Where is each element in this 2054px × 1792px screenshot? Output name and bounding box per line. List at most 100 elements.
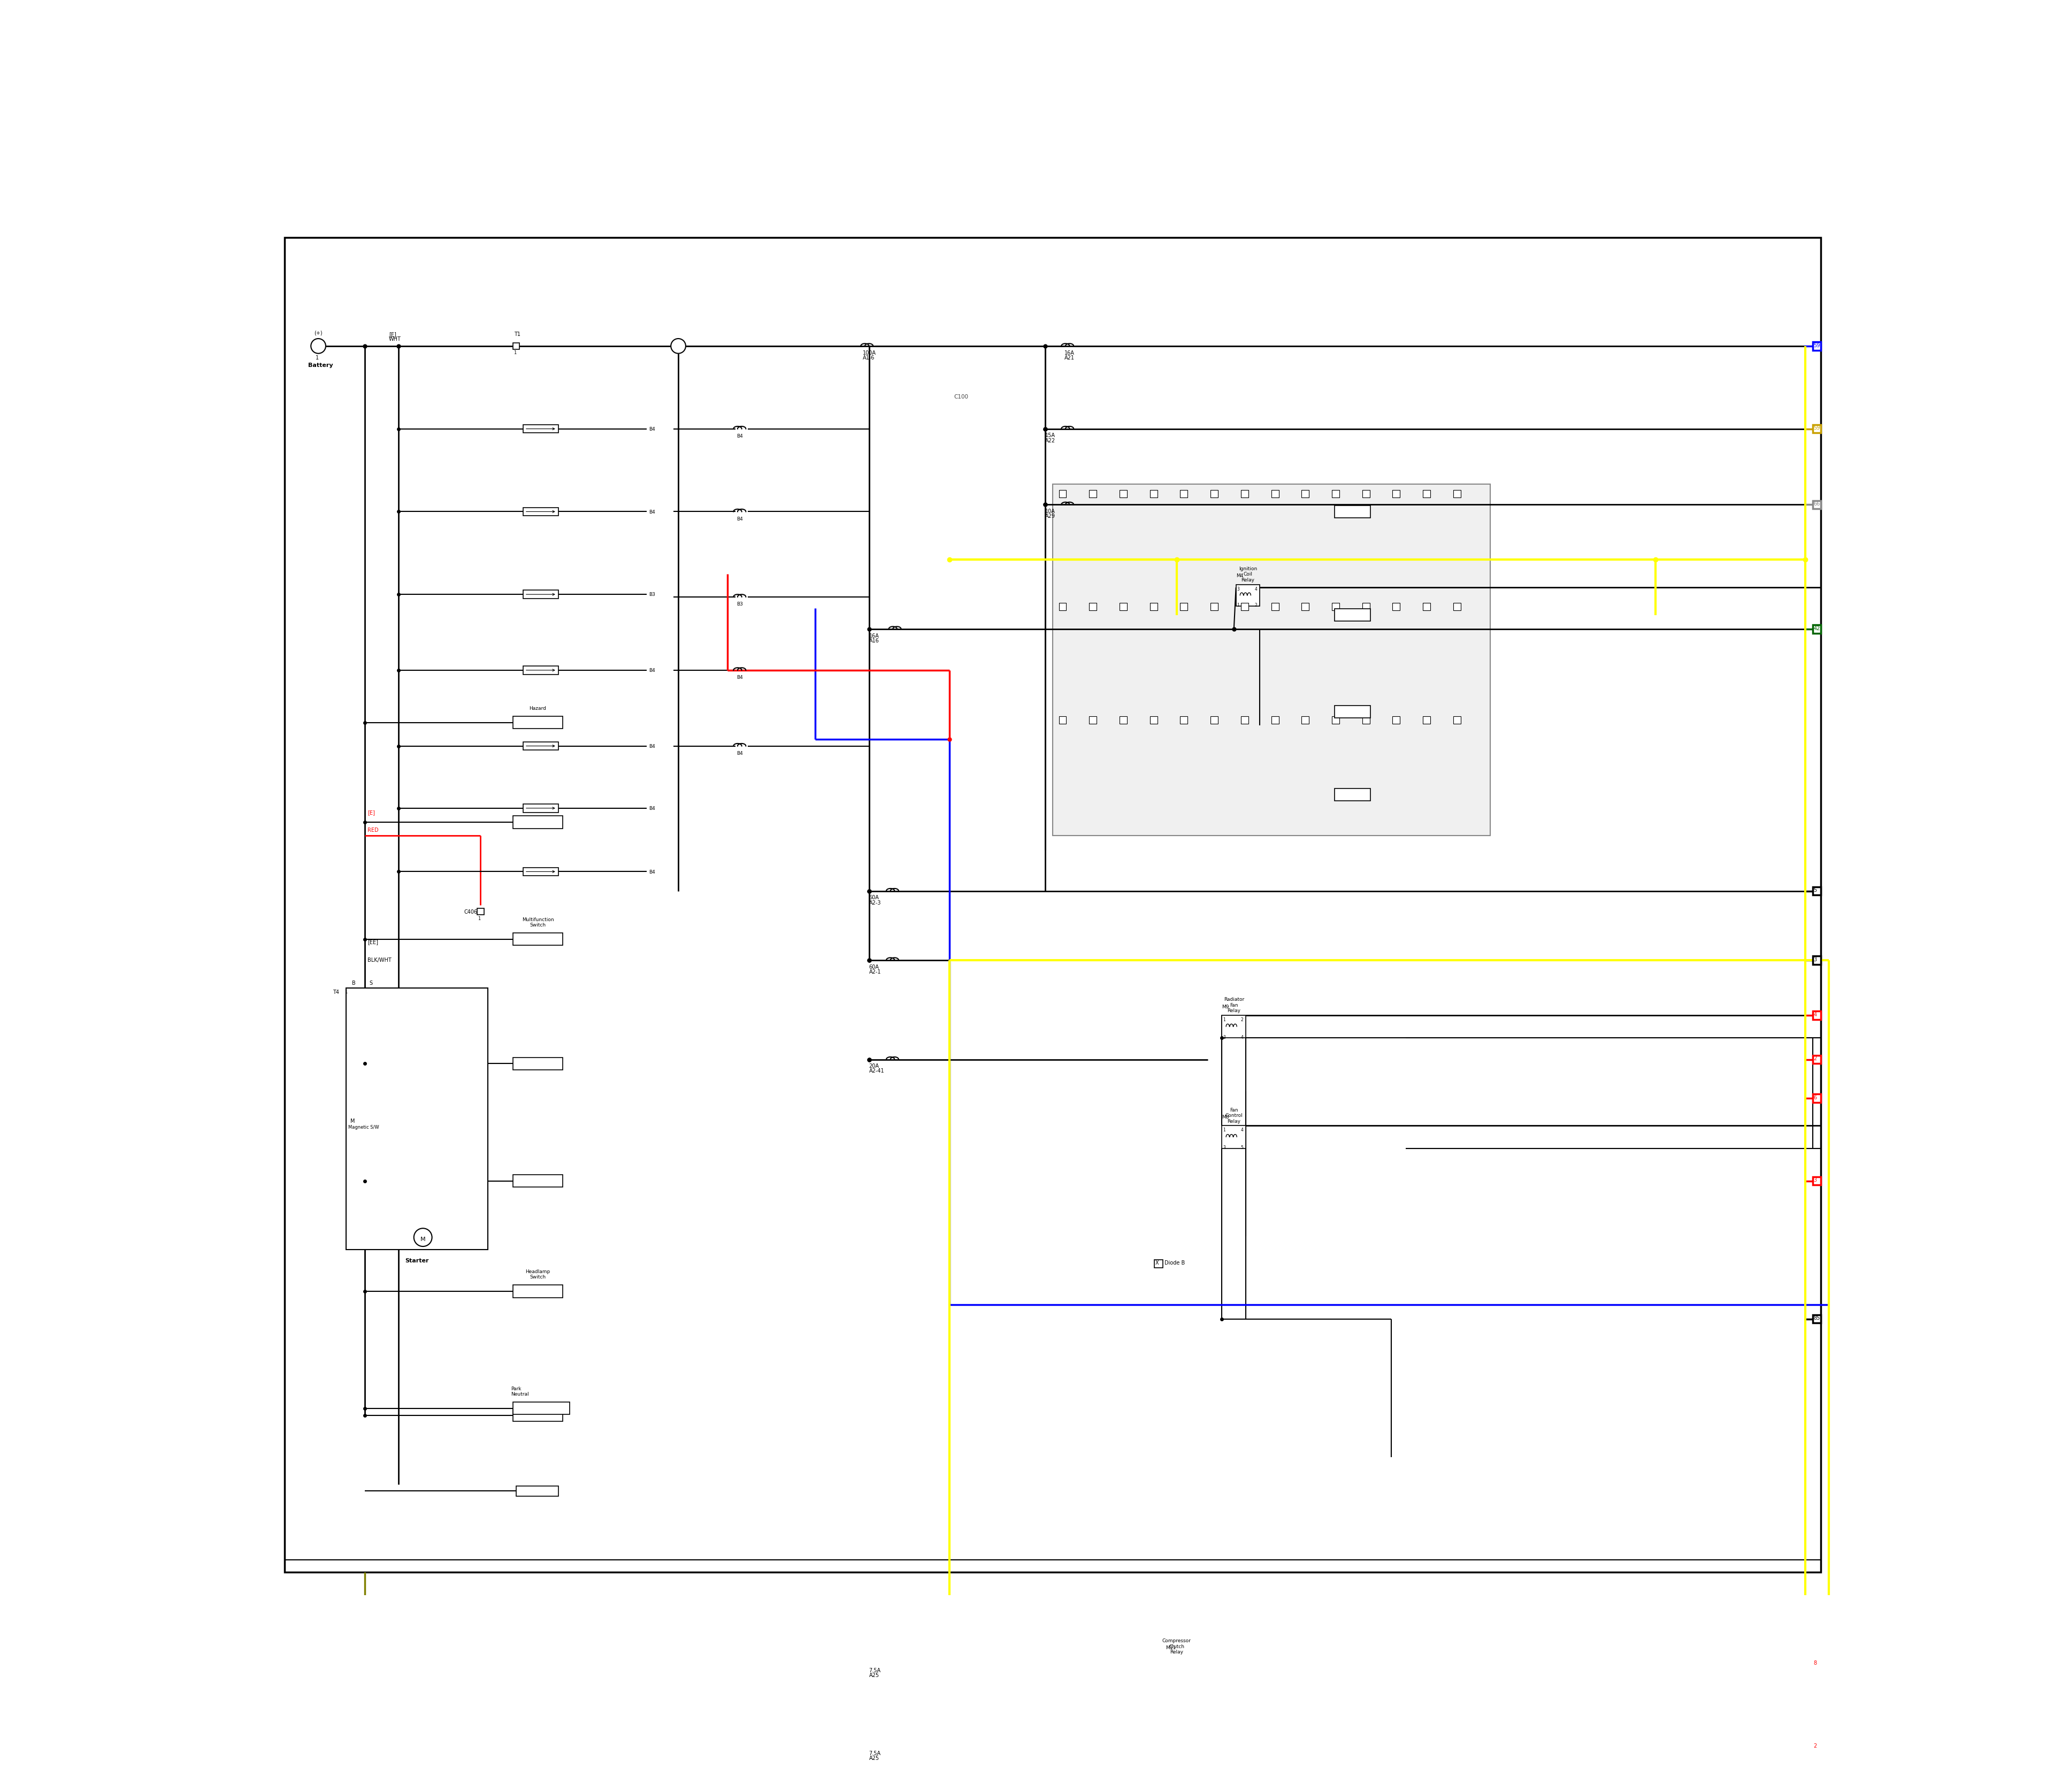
Text: 7.5A: 7.5A bbox=[869, 1668, 881, 1674]
Text: B4: B4 bbox=[649, 744, 655, 749]
Text: A2-1: A2-1 bbox=[869, 969, 881, 975]
Text: Starter: Starter bbox=[405, 1258, 429, 1263]
Bar bbox=[1210, 717, 1218, 724]
Bar bbox=[1119, 491, 1128, 498]
Text: B4: B4 bbox=[649, 509, 655, 514]
Bar bbox=[1423, 491, 1430, 498]
Text: 1: 1 bbox=[345, 989, 347, 995]
Text: A29: A29 bbox=[1045, 514, 1056, 520]
Text: Park
Neutral: Park Neutral bbox=[511, 1387, 530, 1396]
Bar bbox=[1302, 717, 1308, 724]
Text: 42: 42 bbox=[1814, 625, 1820, 631]
Bar bbox=[1271, 717, 1280, 724]
Bar bbox=[1271, 604, 1280, 611]
Text: 1: 1 bbox=[316, 355, 318, 360]
Bar bbox=[514, 1409, 563, 1421]
Text: 4: 4 bbox=[1814, 1012, 1816, 1018]
Bar bbox=[516, 1762, 559, 1772]
Text: 5: 5 bbox=[1814, 887, 1816, 892]
Bar bbox=[1362, 717, 1370, 724]
Bar bbox=[1335, 505, 1370, 518]
Text: 3: 3 bbox=[1814, 1177, 1816, 1183]
Text: A25: A25 bbox=[869, 1756, 879, 1762]
Text: (+): (+) bbox=[314, 330, 322, 335]
Text: 2: 2 bbox=[1814, 1055, 1816, 1061]
Bar bbox=[1423, 717, 1430, 724]
Text: 4: 4 bbox=[1255, 586, 1257, 591]
Circle shape bbox=[672, 339, 686, 353]
Text: M11: M11 bbox=[1165, 1645, 1175, 1650]
Bar bbox=[524, 507, 559, 516]
Text: 3: 3 bbox=[1222, 1145, 1226, 1150]
Text: B4: B4 bbox=[649, 869, 655, 874]
Bar bbox=[1812, 1095, 1820, 1102]
Text: 1: 1 bbox=[1222, 1127, 1226, 1133]
Bar bbox=[524, 425, 559, 434]
Text: B4: B4 bbox=[737, 676, 744, 679]
Text: Magnetic S/W: Magnetic S/W bbox=[349, 1125, 380, 1129]
Text: 15A: 15A bbox=[1045, 434, 1056, 439]
Text: 100A: 100A bbox=[863, 349, 877, 355]
Text: M: M bbox=[421, 1236, 425, 1242]
Bar bbox=[1335, 609, 1370, 622]
Bar bbox=[1222, 1016, 1247, 1038]
Text: 2: 2 bbox=[1814, 1744, 1816, 1749]
Text: 3: 3 bbox=[1814, 957, 1816, 962]
Bar bbox=[1812, 1177, 1820, 1185]
Text: T4: T4 bbox=[333, 989, 339, 995]
Bar bbox=[514, 1176, 563, 1186]
Bar bbox=[1362, 491, 1370, 498]
Text: 2: 2 bbox=[1255, 604, 1257, 607]
Bar bbox=[1454, 717, 1460, 724]
Text: B4: B4 bbox=[737, 751, 744, 756]
Text: X: X bbox=[1154, 1260, 1158, 1265]
Bar bbox=[1393, 717, 1401, 724]
Bar bbox=[1812, 957, 1820, 964]
Text: Battery: Battery bbox=[308, 362, 333, 367]
Bar bbox=[1241, 604, 1249, 611]
Text: [EE]: [EE] bbox=[368, 939, 378, 944]
Text: [E]: [E] bbox=[388, 332, 396, 337]
Bar bbox=[514, 342, 520, 349]
Bar bbox=[516, 1624, 559, 1634]
Bar bbox=[1812, 425, 1820, 434]
Bar bbox=[1812, 887, 1820, 894]
Bar bbox=[1060, 491, 1066, 498]
Bar bbox=[477, 909, 485, 916]
Text: B: B bbox=[351, 980, 355, 986]
Text: Hazard: Hazard bbox=[530, 706, 546, 711]
Text: T1: T1 bbox=[514, 332, 520, 337]
Text: A25: A25 bbox=[869, 1672, 879, 1677]
Bar bbox=[1812, 500, 1820, 509]
Text: A2-3: A2-3 bbox=[869, 900, 881, 905]
Bar bbox=[1812, 1055, 1820, 1063]
Bar bbox=[1241, 491, 1249, 498]
Text: S: S bbox=[370, 980, 372, 986]
Text: 7.5A: 7.5A bbox=[869, 1751, 881, 1756]
Text: M9: M9 bbox=[1222, 1004, 1228, 1009]
Text: Ignition
Coil
Relay: Ignition Coil Relay bbox=[1239, 566, 1257, 582]
Bar bbox=[1812, 1659, 1820, 1668]
Text: Diode B: Diode B bbox=[1165, 1260, 1185, 1265]
Circle shape bbox=[310, 339, 327, 353]
Bar bbox=[1331, 717, 1339, 724]
Text: A22: A22 bbox=[1045, 437, 1056, 443]
Text: RED: RED bbox=[368, 828, 378, 833]
Bar bbox=[1089, 717, 1097, 724]
Text: A2-41: A2-41 bbox=[869, 1068, 885, 1073]
Text: C406: C406 bbox=[464, 910, 477, 916]
Bar bbox=[1150, 491, 1156, 498]
Text: 4: 4 bbox=[1241, 1127, 1243, 1133]
Text: 8: 8 bbox=[1814, 1661, 1816, 1667]
Text: 20A: 20A bbox=[869, 1063, 879, 1068]
Bar bbox=[1210, 604, 1218, 611]
Text: M: M bbox=[351, 1118, 355, 1124]
Bar bbox=[1393, 604, 1401, 611]
Text: 5: 5 bbox=[1241, 1145, 1243, 1150]
Bar bbox=[1812, 1742, 1820, 1751]
Bar bbox=[514, 1285, 563, 1297]
Text: 1: 1 bbox=[514, 349, 516, 355]
Bar bbox=[1060, 604, 1066, 611]
Bar bbox=[524, 867, 559, 876]
Bar bbox=[1812, 342, 1820, 349]
